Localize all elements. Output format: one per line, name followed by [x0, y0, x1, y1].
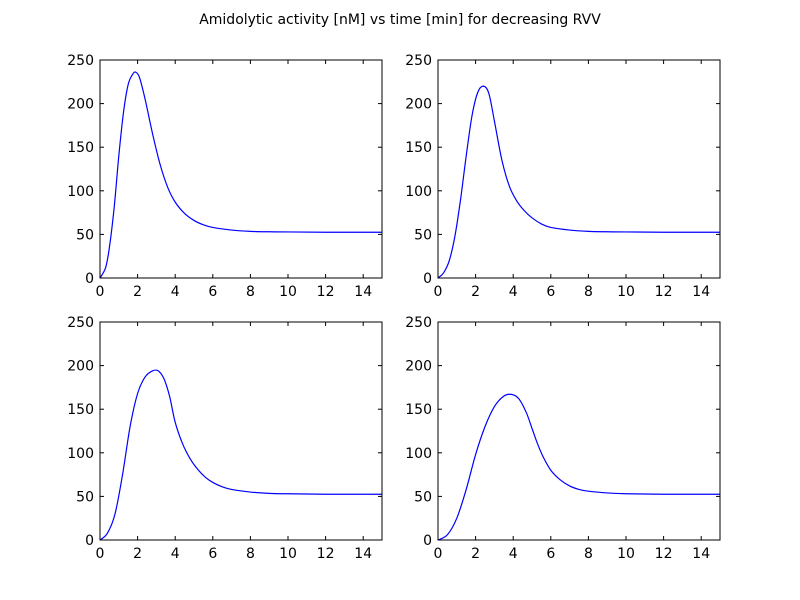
x-tick-label: 2: [471, 284, 480, 300]
subplot-bottom-right: 0 2 4 6 8 10 12 14 0 50 100 150 200 250: [405, 315, 721, 562]
x-tick-label: 0: [96, 284, 105, 300]
subplot-top-left: 0 2 4 6 8 10 12 14 0 50 100 150 200 250: [67, 53, 383, 300]
x-tick-label: 6: [208, 284, 217, 300]
plot-area: [438, 60, 720, 278]
figure-title: Amidolytic activity [nM] vs time [min] f…: [199, 12, 601, 28]
x-tick-label: 10: [279, 284, 297, 300]
x-tick-label: 6: [546, 284, 555, 300]
y-tick-label: 100: [67, 446, 94, 462]
y-tick-label: 100: [67, 184, 94, 200]
y-tick-label: 150: [405, 402, 432, 418]
x-tick-label: 14: [692, 284, 710, 300]
x-tick-label: 8: [584, 546, 593, 562]
x-tick-label: 12: [317, 284, 335, 300]
x-tick-label: 0: [434, 546, 443, 562]
x-tick-label: 4: [509, 546, 518, 562]
y-tick-label: 50: [414, 227, 432, 243]
x-tick-label: 10: [279, 546, 297, 562]
y-tick-label: 100: [405, 184, 432, 200]
y-tick-label: 200: [405, 359, 432, 375]
x-tick-label: 8: [246, 546, 255, 562]
subplot-bottom-left: 0 2 4 6 8 10 12 14 0 50 100 150 200 250: [67, 315, 383, 562]
x-tick-label: 8: [584, 284, 593, 300]
series-line-0: [99, 71, 383, 279]
series-line-0: [99, 369, 383, 541]
axes-frame: [99, 59, 383, 279]
y-tick-label: 200: [67, 359, 94, 375]
y-tick-label: 50: [76, 489, 94, 505]
x-tick-label: 2: [133, 284, 142, 300]
y-tick-label: 100: [405, 446, 432, 462]
x-tick-label: 2: [471, 546, 480, 562]
axes-frame: [437, 59, 721, 279]
x-tick-label: 2: [133, 546, 142, 562]
x-tick-label: 0: [434, 284, 443, 300]
axes-frame: [99, 321, 383, 541]
y-tick-label: 50: [414, 489, 432, 505]
y-tick-label: 200: [405, 97, 432, 113]
series-line-0: [437, 85, 721, 279]
x-tick-label: 14: [354, 546, 372, 562]
x-tick-label: 14: [354, 284, 372, 300]
x-tick-label: 10: [617, 546, 635, 562]
x-tick-label: 10: [617, 284, 635, 300]
x-tick-label: 12: [655, 284, 673, 300]
y-tick-label: 0: [85, 533, 94, 549]
y-tick-label: 250: [67, 315, 94, 331]
x-tick-label: 12: [655, 546, 673, 562]
x-tick-label: 12: [317, 546, 335, 562]
x-tick-label: 6: [546, 546, 555, 562]
series-line-0: [437, 393, 721, 541]
x-tick-label: 4: [171, 546, 180, 562]
y-tick-label: 0: [423, 271, 432, 287]
plot-area: [438, 322, 720, 540]
x-tick-label: 6: [208, 546, 217, 562]
y-tick-label: 0: [85, 271, 94, 287]
axes-frame: [437, 321, 721, 541]
x-tick-label: 4: [171, 284, 180, 300]
x-tick-label: 0: [96, 546, 105, 562]
y-tick-label: 200: [67, 97, 94, 113]
y-tick-label: 150: [67, 402, 94, 418]
x-tick-label: 14: [692, 546, 710, 562]
subplot-top-right: 0 2 4 6 8 10 12 14 0 50 100 150 200 250: [405, 53, 721, 300]
x-tick-label: 4: [509, 284, 518, 300]
x-tick-label: 8: [246, 284, 255, 300]
y-tick-label: 50: [76, 227, 94, 243]
y-tick-label: 150: [405, 140, 432, 156]
y-tick-label: 0: [423, 533, 432, 549]
plot-area: [100, 60, 382, 278]
y-tick-label: 250: [405, 53, 432, 69]
plot-area: [100, 322, 382, 540]
y-tick-label: 250: [67, 53, 94, 69]
y-tick-label: 250: [405, 315, 432, 331]
y-tick-label: 150: [67, 140, 94, 156]
